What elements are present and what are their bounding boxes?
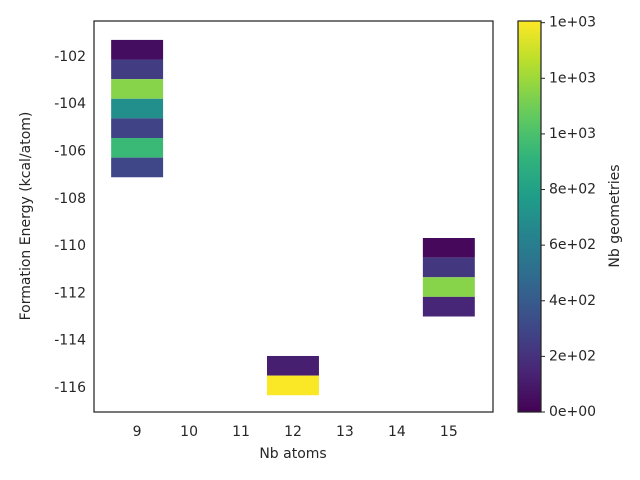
heatmap-cell [422, 257, 475, 278]
colorbar-tick-label: 8e+02 [549, 182, 596, 198]
heatmap-cell [422, 277, 475, 297]
x-tick-label: 9 [133, 424, 142, 440]
x-tick-label: 12 [284, 424, 302, 440]
colorbar-tick-label: 6e+02 [549, 237, 596, 253]
x-tick-label: 14 [388, 424, 406, 440]
colorbar-tick-label: 0e+00 [549, 404, 596, 420]
plot-frame [93, 20, 494, 413]
heatmap-cell [422, 296, 475, 317]
y-tick-label: -108 [54, 191, 86, 207]
colorbar-tick-label: 1e+03 [549, 15, 596, 31]
y-tick-label: -104 [54, 96, 86, 112]
y-tick-label: -102 [54, 49, 86, 65]
heatmap-cell [111, 39, 164, 60]
colorbar-tick-label: 1e+03 [549, 126, 596, 142]
y-tick-label: -114 [54, 333, 86, 349]
heatmap-cell [422, 238, 475, 258]
heatmap-cell [267, 355, 319, 376]
heatmap-cell [267, 375, 319, 396]
heatmap-cell [111, 138, 164, 158]
x-tick-label: 10 [180, 424, 198, 440]
y-tick-label: -116 [54, 380, 86, 396]
colorbar-tick-label: 4e+02 [549, 293, 596, 309]
heatmap-cell [111, 59, 164, 80]
x-tick-label: 15 [440, 424, 458, 440]
x-tick-label: 13 [336, 424, 354, 440]
y-tick-label: -110 [54, 238, 86, 254]
colorbar [517, 20, 542, 413]
heatmap-cell [111, 118, 164, 139]
colorbar-tick-label: 1e+03 [549, 70, 596, 86]
y-tick-label: -112 [54, 285, 86, 301]
x-tick-label: 11 [232, 424, 250, 440]
y-axis-label: Formation Energy (kcal/atom) [18, 112, 34, 321]
colorbar-label: Nb geometries [607, 164, 623, 267]
heatmap-cell [111, 79, 164, 99]
x-axis-label: Nb atoms [259, 446, 326, 462]
y-tick-label: -106 [54, 143, 86, 159]
heatmap-cell [111, 157, 164, 178]
heatmap-cell [111, 98, 164, 119]
colorbar-tick-label: 2e+02 [549, 348, 596, 364]
